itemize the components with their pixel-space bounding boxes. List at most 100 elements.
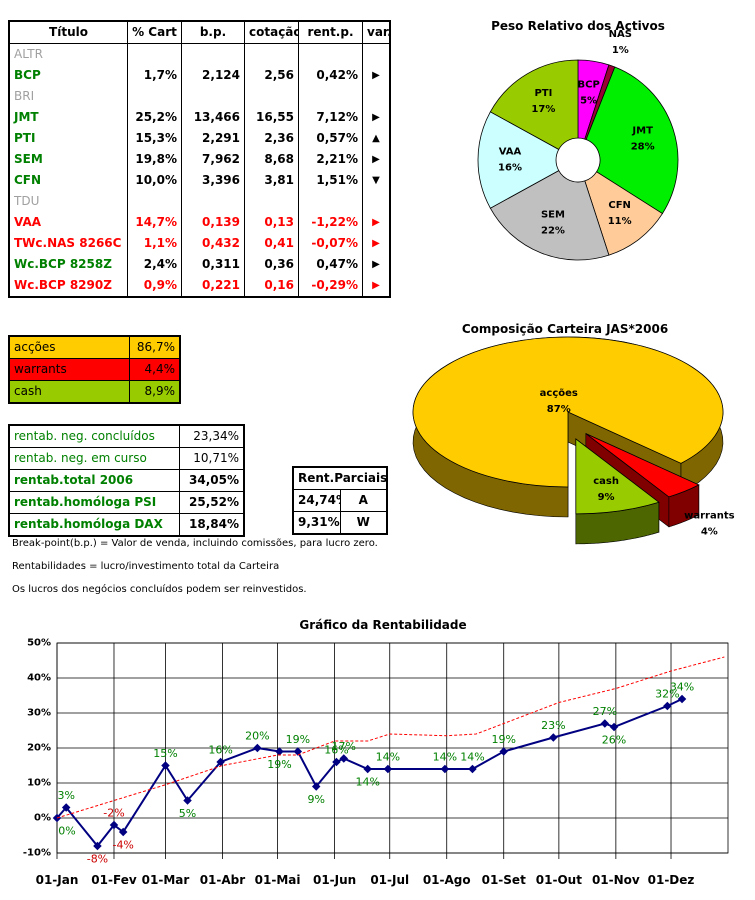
data-label: -4% [112, 839, 133, 852]
data-point [609, 722, 619, 732]
slice-value: 4% [701, 526, 718, 537]
table-cell: 1,1% [127, 233, 182, 254]
slice-value: 1% [612, 45, 629, 56]
table-cell: 13,466 [181, 107, 245, 128]
y-tick-label: 20% [27, 743, 51, 754]
slice-label: VAA [499, 147, 522, 158]
table-row: rentab.homóloga PSI 25,52% [8, 491, 245, 514]
table-row: 24,74%A [292, 489, 388, 512]
slice-value: 5% [580, 95, 597, 106]
data-point [383, 764, 393, 774]
table-cell: 34,05% [179, 469, 245, 492]
data-label: 19% [286, 733, 310, 746]
header-cell: Título [8, 21, 128, 44]
x-tick-label: 01-Ago [423, 873, 471, 887]
table-row: ALTR [8, 43, 391, 65]
data-label: 17% [332, 740, 356, 753]
table-row: rentab.total 2006 34,05% [8, 469, 245, 492]
table-cell: 7,12% [298, 107, 363, 128]
x-tick-label: 01-Jan [36, 873, 79, 887]
table-cell: rentab.homóloga PSI [8, 491, 180, 514]
table-cell: 19,8% [127, 149, 182, 170]
table-row: rentab. neg. concluídos 23,34% [8, 424, 245, 448]
table-cell: 23,34% [179, 424, 245, 448]
table-cell: 4,4% [129, 358, 181, 381]
x-tick-label: 01-Abr [200, 873, 246, 887]
table-cell: 16,55 [244, 107, 299, 128]
data-label: 14% [460, 751, 484, 764]
table-row: VAA 14,7% 0,139 0,13 -1,22% ▶ [8, 212, 391, 233]
pie-slice [585, 66, 679, 215]
table-row: TWc.NAS 8266C 1,1% 0,432 0,41 -0,07% ▶ [8, 233, 391, 254]
data-label: 19% [491, 733, 515, 746]
table-row: Wc.BCP 8290Z 0,9% 0,221 0,16 -0,29% ▶ [8, 275, 391, 297]
x-tick-label: 01-Out [536, 873, 582, 887]
table-cell: 18,84% [179, 513, 245, 537]
slice-value: 9% [598, 492, 615, 503]
table-cell: 2,21% [298, 149, 363, 170]
table-cell: W [339, 511, 388, 535]
x-tick-label: 01-Fev [91, 873, 137, 887]
table-row: TDU [8, 191, 391, 212]
table-cell: -0,07% [298, 233, 363, 254]
note: Rentabilidades = lucro/investimento tota… [12, 561, 280, 572]
table-cell: acções [8, 335, 130, 359]
table-cell [181, 191, 245, 212]
table-row: acções 86,7% [8, 335, 181, 359]
header-cell: var. [362, 21, 391, 44]
data-point [293, 747, 303, 756]
table-row: Wc.BCP 8258Z 2,4% 0,311 0,36 0,47% ▶ [8, 254, 391, 275]
table-cell [244, 191, 299, 212]
table-cell: 0,47% [298, 254, 363, 275]
data-label: -8% [87, 853, 108, 866]
x-tick-label: 01-Dez [648, 873, 695, 887]
asset-name: BRI [8, 86, 128, 107]
table-cell: ▶ [362, 212, 391, 233]
data-point [549, 733, 558, 742]
table-cell [244, 43, 299, 65]
slice-label: PTI [534, 88, 552, 99]
table-cell: 86,7% [129, 335, 181, 359]
table-cell: -1,22% [298, 212, 363, 233]
table-cell [298, 86, 363, 107]
asset-name: VAA [8, 212, 128, 233]
data-label: 27% [593, 705, 617, 718]
note: Os lucros dos negócios concluídos podem … [12, 584, 307, 595]
allocation-table: acções 86,7% warrants 4,4% cash 8,9% [8, 335, 181, 404]
table-cell [127, 43, 182, 65]
slice-value: 17% [531, 104, 555, 115]
table-cell: 0,9% [127, 275, 182, 297]
table-cell: 2,36 [244, 128, 299, 149]
asset-name: BCP [8, 65, 128, 86]
data-point [332, 757, 341, 767]
asset-name: Wc.BCP 8258Z [8, 254, 128, 275]
table-cell: ▶ [362, 254, 391, 275]
table-cell: ▶ [362, 275, 391, 297]
data-point [339, 754, 349, 763]
data-point [275, 747, 284, 756]
data-point [311, 782, 321, 791]
table-row: CFN 10,0% 3,396 3,81 1,51% ▼ [8, 170, 391, 191]
data-label: 9% [307, 793, 324, 806]
table-cell [362, 43, 391, 65]
table-row: SEM 19,8% 7,962 8,68 2,21% ▶ [8, 149, 391, 170]
chart-title: Peso Relativo dos Activos [491, 19, 665, 33]
table-row: JMT 25,2% 13,466 16,55 7,12% ▶ [8, 107, 391, 128]
table-cell [362, 86, 391, 107]
asset-name: TWc.NAS 8266C [8, 233, 128, 254]
data-point [663, 701, 672, 711]
asset-name: Wc.BCP 8290Z [8, 275, 128, 297]
table-cell [127, 86, 182, 107]
table-row: rentab.homóloga DAX 18,84% [8, 513, 245, 537]
table-row: cash 8,9% [8, 380, 181, 404]
pie-slice [489, 59, 579, 150]
table-cell: 0,42% [298, 65, 363, 86]
slice-label: cash [593, 476, 619, 487]
pie-slice [584, 171, 663, 256]
header-cell: cotação [244, 21, 299, 44]
y-tick-label: 40% [27, 673, 51, 684]
table-row: 9,31% W [292, 511, 388, 535]
table-cell: 0,41 [244, 233, 299, 254]
table-cell: ▲ [362, 128, 391, 149]
